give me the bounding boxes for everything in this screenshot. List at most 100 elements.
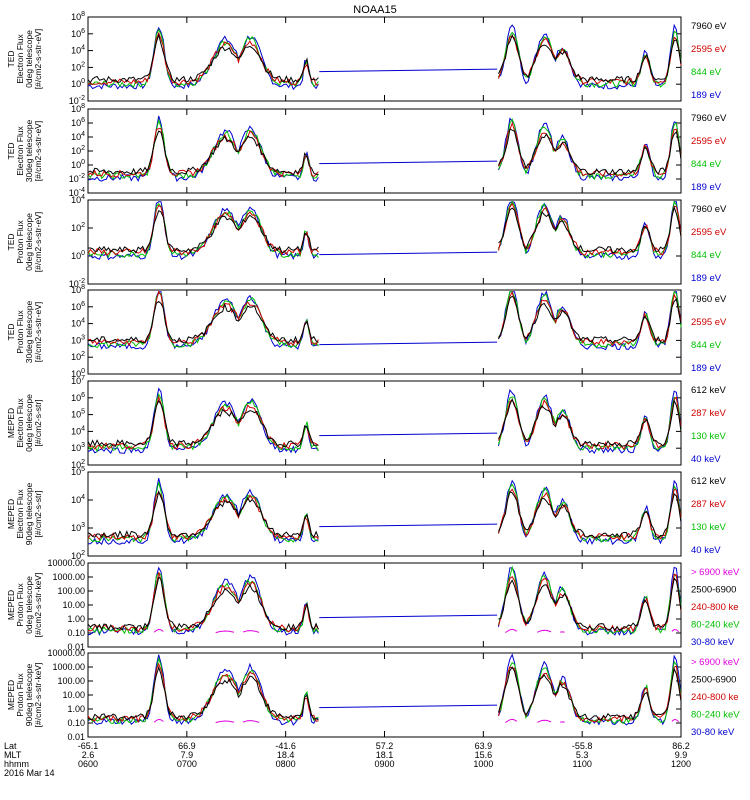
series-line [87, 565, 682, 635]
panel-frame [87, 199, 682, 285]
gap-connector-line [319, 704, 498, 709]
x-tick-label-lat: 57.2 [376, 741, 394, 751]
series-line [87, 397, 682, 448]
legend-entry: 40 keV [691, 545, 721, 556]
legend-entry: 30-80 keV [691, 637, 735, 648]
series-line [87, 481, 682, 544]
y-tick-label: 10-2 [69, 173, 85, 184]
gap-connector-line [319, 160, 498, 165]
panel-frame [87, 380, 682, 466]
y-tick-label: 102 [71, 222, 85, 233]
x-tick-label-mlt: 18.1 [376, 750, 394, 760]
x-tick-label-mlt: 5.3 [576, 750, 589, 760]
y-axis-label: 0deg telescope [24, 394, 34, 452]
y-tick-label: 10-4 [69, 187, 85, 198]
legend-entry: > 6900 keV [691, 657, 740, 668]
legend-entry: 80-240 keV [691, 710, 740, 721]
legend-entry: 2595 eV [691, 317, 727, 328]
legend-entry: 7960 eV [691, 21, 727, 32]
y-tick-label: 102 [71, 550, 85, 561]
series-line [87, 488, 682, 541]
y-axis-label: MEPED [6, 408, 16, 438]
y-tick-label: 104 [71, 131, 85, 142]
y-axis-label: [#/cm2-s-str] [33, 490, 43, 537]
x-tick-label-hhmm: 0700 [177, 759, 197, 769]
y-axis-label: 90deg telescope [24, 664, 34, 727]
y-tick-label: 106 [71, 117, 85, 128]
x-tick-label-lat: -41.6 [275, 741, 296, 751]
x-axis-row-label: MLT [4, 750, 22, 760]
legend-entry: > 6900 keV [691, 567, 740, 578]
legend-entry: 844 eV [691, 159, 722, 170]
series-line [87, 387, 682, 455]
y-axis-label: Electron Flux [15, 125, 25, 175]
y-tick-label: 1000.00 [52, 662, 85, 672]
series-line [88, 477, 682, 546]
y-tick-label: 0.10 [67, 628, 85, 638]
y-axis-label: Electron Flux [15, 33, 25, 83]
x-tick-label-lat: 66.9 [178, 741, 196, 751]
x-tick-label-mlt: 18.4 [277, 750, 295, 760]
x-tick-label-lat: -65.1 [78, 741, 99, 751]
legend-entry: 189 eV [691, 90, 722, 101]
legend-entry: 2500-6900 [691, 585, 736, 596]
series-line [87, 666, 682, 722]
y-axis-label: Electron Flux [15, 397, 25, 447]
series-line [87, 290, 682, 347]
x-tick-label-hhmm: 0600 [78, 759, 98, 769]
series-line [87, 121, 682, 178]
x-axis-row-label: hhmm [4, 759, 29, 769]
legend-entry: 844 eV [691, 250, 722, 261]
series-line [87, 653, 682, 726]
y-axis-label: TED [6, 51, 16, 68]
legend-entry: 240-800 ke [691, 602, 739, 613]
series-line [87, 23, 682, 91]
panel-frame [87, 16, 682, 102]
series-line [87, 572, 682, 633]
series-line [87, 33, 682, 85]
y-tick-label: 108 [71, 284, 85, 295]
gap-connector-line [319, 341, 498, 346]
legend-entry: 287 keV [691, 499, 727, 510]
x-tick-label-mlt: 9.9 [675, 750, 688, 760]
y-tick-label: 0.01 [67, 732, 85, 742]
x-tick-label-lat: -55.8 [572, 741, 593, 751]
y-tick-label: 102 [71, 459, 85, 470]
legend-entry: 7960 eV [691, 204, 727, 215]
series-line [87, 662, 682, 724]
series-line [87, 656, 682, 725]
legend-entry: 2595 eV [691, 227, 727, 238]
y-tick-label: 10.00 [62, 600, 85, 610]
y-axis-label: 30deg telescope [24, 120, 34, 183]
y-tick-label: 102 [71, 145, 85, 156]
legend-entry: 189 eV [691, 273, 722, 284]
y-tick-label: 104 [71, 45, 85, 56]
y-axis-label: 90deg telescope [24, 483, 34, 546]
gap-connector-line [319, 523, 498, 528]
y-axis-label: TED [6, 143, 16, 160]
y-axis-label: [#/cm2-s-str-eV] [33, 212, 43, 272]
series-line [87, 290, 682, 349]
series-line [153, 628, 680, 634]
legend-entry: 30-80 keV [691, 727, 735, 738]
y-axis-label: [#/cm2-s-str-keV] [33, 663, 43, 728]
x-tick-label-lat: 86.2 [672, 741, 690, 751]
series-line [87, 490, 682, 539]
y-axis-label: Proton Flux [15, 583, 25, 627]
y-axis-label: Proton Flux [15, 220, 25, 264]
series-line [87, 295, 682, 345]
y-axis-label: MEPED [6, 680, 16, 710]
x-tick-label-hhmm: 0800 [276, 759, 296, 769]
x-axis-row-label: 2016 Mar 14 [4, 768, 55, 778]
series-line [87, 393, 682, 453]
y-axis-label: [#/cm2-s-str-eV] [33, 121, 43, 181]
series-line [88, 205, 682, 254]
legend-entry: 40 keV [691, 454, 721, 465]
y-tick-label: 104 [71, 425, 85, 436]
y-axis-label: Electron Flux [15, 488, 25, 538]
legend-entry: 7960 eV [691, 294, 727, 305]
y-tick-label: 105 [71, 466, 85, 477]
legend-entry: 2595 eV [691, 44, 727, 55]
legend-entry: 240-800 ke [691, 692, 739, 703]
